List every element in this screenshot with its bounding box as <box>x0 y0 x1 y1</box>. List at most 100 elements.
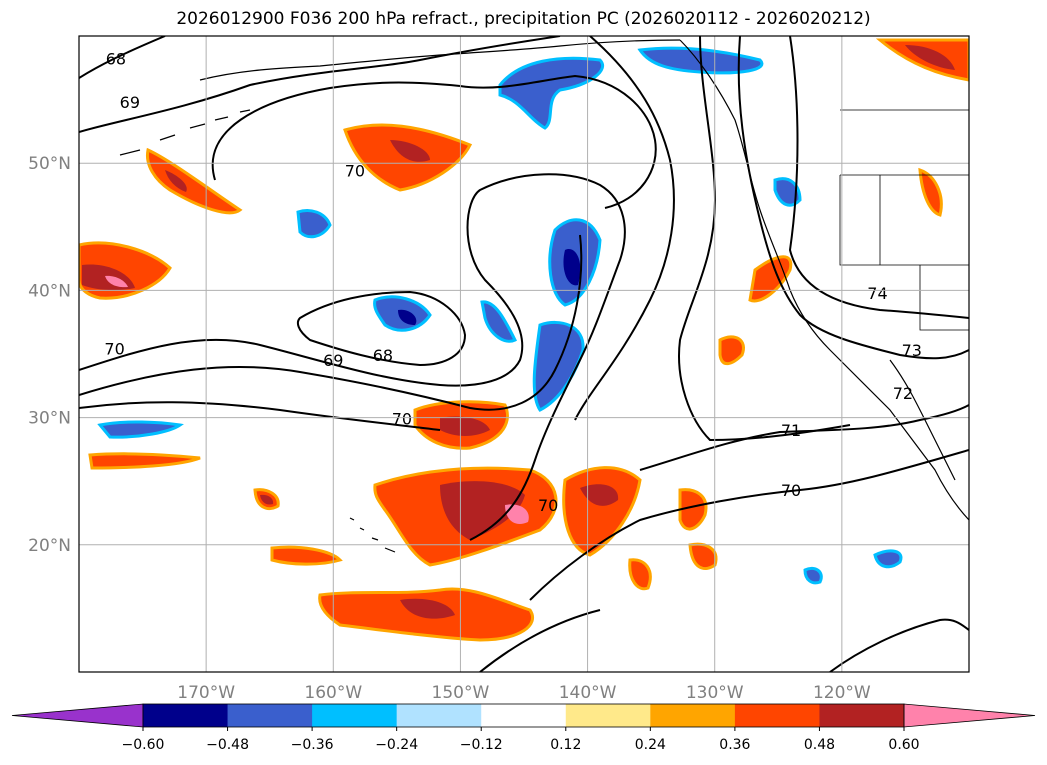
colorbar-tick-label: −0.12 <box>460 737 503 753</box>
colorbar-tick-label: −0.60 <box>122 737 165 753</box>
colorbar-tick-label: 0.48 <box>804 737 835 753</box>
precip-positive-area <box>145 147 243 215</box>
contour-line-69 <box>79 234 583 411</box>
colorbar-frame <box>142 703 905 728</box>
contour-label: 68 <box>106 50 126 69</box>
contour-line-69 <box>79 36 561 133</box>
precip-positive-area <box>688 542 718 570</box>
contour-label: 72 <box>893 384 913 403</box>
contour-line-74 <box>788 36 969 319</box>
precip-dark-area <box>580 484 619 506</box>
colorbar-swatch <box>312 704 398 727</box>
contour-label: 71 <box>781 421 801 440</box>
x-tick-label: 150°W <box>432 683 490 703</box>
colorbar-tick-label: 0.60 <box>888 737 919 753</box>
y-tick-label: 50°N <box>28 154 71 174</box>
gridlines <box>79 36 969 672</box>
precip-dark-area <box>390 140 430 162</box>
aleutian-islands <box>119 109 251 156</box>
precip-dark-area <box>905 45 955 70</box>
hawaii-islands <box>349 517 396 553</box>
y-tick-label: 40°N <box>28 281 71 301</box>
precip-negative-area <box>873 549 903 569</box>
colorbar-swatch <box>565 704 651 727</box>
colorbar-swatch <box>143 704 229 727</box>
precip-negative-area <box>97 420 184 439</box>
precip-negative-area <box>803 566 823 585</box>
contour-line-71 <box>574 36 675 421</box>
precip-dark-area <box>563 249 581 286</box>
precip-max-area <box>505 504 529 525</box>
colorbar-tick-label: −0.36 <box>291 737 334 753</box>
contour-label: 74 <box>867 284 887 303</box>
contour-line-73 <box>737 36 969 360</box>
precip-dark-area <box>440 481 525 540</box>
precip-negative-area <box>532 320 585 412</box>
contour-label: 70 <box>392 410 412 429</box>
colorbar-swatch <box>396 704 482 727</box>
colorbar-swatch <box>481 704 567 727</box>
colorbar-tick-label: −0.48 <box>206 737 249 753</box>
contour-line-70 <box>79 173 626 541</box>
y-axis-tick-labels: 50°N 40°N 30°N 20°N <box>28 154 71 556</box>
contour-label: 70 <box>104 340 124 359</box>
precip-negative-area <box>296 209 332 239</box>
coastlines <box>119 39 969 553</box>
precip-dark-area <box>440 416 490 436</box>
precip-positive-area <box>748 255 793 303</box>
colorbar-tick-label: 0.12 <box>550 737 581 753</box>
x-tick-label: 120°W <box>813 683 871 703</box>
precip-dark-area <box>398 309 417 325</box>
contour-line-68 <box>829 618 969 672</box>
colorbar-extend-high <box>903 703 1036 728</box>
contour-line-69 <box>479 609 601 672</box>
colorbar-swatch <box>227 704 313 727</box>
colorbar-tick-label: 0.24 <box>635 737 666 753</box>
precip-dark-area <box>400 598 455 619</box>
contour-label: 69 <box>120 93 140 112</box>
north-america-coast <box>679 39 969 521</box>
contour-line-70 <box>211 74 657 209</box>
y-tick-label: 20°N <box>28 536 71 556</box>
us-state-borders <box>839 109 969 331</box>
colorbar-tick-label: 0.36 <box>719 737 750 753</box>
refractivity-contours <box>79 36 969 672</box>
precip-max-area <box>105 275 128 288</box>
y-tick-label: 30°N <box>28 409 71 429</box>
contour-label: 73 <box>902 341 922 360</box>
map-frame <box>78 35 970 673</box>
x-tick-label: 130°W <box>686 683 744 703</box>
precip-positive-area <box>88 452 201 470</box>
colorbar-extend-low <box>11 703 144 728</box>
contour-label: 70 <box>345 162 365 181</box>
contour-label: 70 <box>538 496 558 515</box>
contour-line-68 <box>79 36 166 79</box>
x-tick-label: 140°W <box>559 683 617 703</box>
contour-label: 68 <box>373 346 393 365</box>
contour-line-70 <box>529 449 969 601</box>
colorbar <box>11 703 1036 728</box>
contour-line-70 <box>79 401 441 431</box>
colorbar-swatch <box>819 704 905 727</box>
precip-positive-area <box>918 167 943 217</box>
precip-positive-area <box>718 335 745 366</box>
contour-line-72 <box>678 36 851 442</box>
chart-title: 2026012900 F036 200 hPa refract., precip… <box>176 9 871 29</box>
precip-positive-area <box>270 545 343 566</box>
precip-dark-area <box>165 170 187 192</box>
colorbar-swatch <box>734 704 820 727</box>
x-tick-label: 170°W <box>177 683 235 703</box>
colorbar-swatch <box>650 704 736 727</box>
colorbar-tick-labels: −0.60 −0.48 −0.36 −0.24 −0.12 0.12 0.24 0.36 0.4… <box>122 727 920 753</box>
contour-line-71 <box>639 404 969 471</box>
colorbar-tick-label: −0.24 <box>375 737 418 753</box>
precipitation-shading <box>79 38 969 642</box>
precip-negative-area <box>480 300 518 343</box>
precip-positive-area <box>678 488 708 531</box>
x-axis-tick-labels: 170°W 160°W 150°W 140°W 130°W 120°W <box>177 683 871 703</box>
precip-positive-area <box>628 558 652 591</box>
contour-line-68 <box>296 290 467 367</box>
precip-negative-area <box>773 177 802 207</box>
